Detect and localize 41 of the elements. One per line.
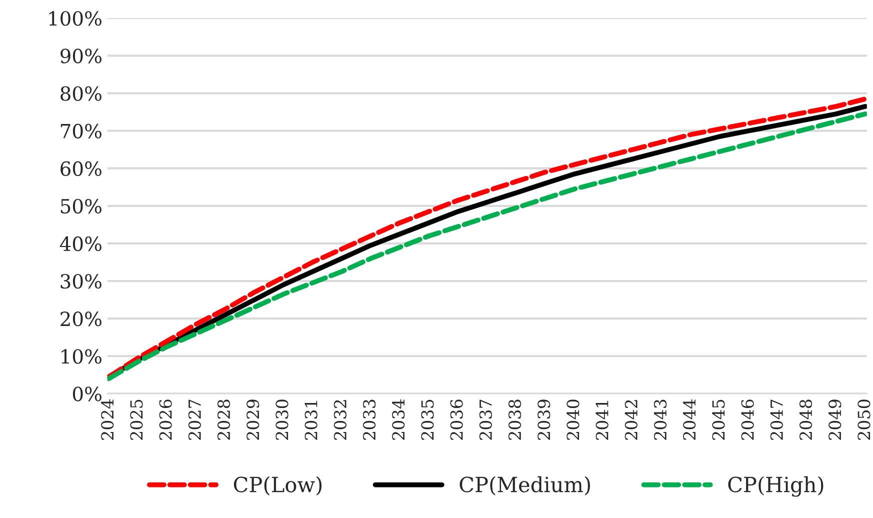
x-tick-label: 2047 [770,400,783,440]
y-tick-label: 90% [60,48,102,64]
x-tick-label: 2044 [683,399,696,440]
y-tick-label: 60% [60,161,102,176]
x-tick-label: 2034 [392,399,405,440]
x-tick-label: 2032 [334,400,346,440]
x-tick-label: 2043 [654,400,667,440]
x-tick-label: 2029 [246,400,260,440]
y-tick-label: 100% [49,11,102,26]
y-tick-label: 50% [60,198,102,214]
x-tick-label: 2038 [508,400,522,440]
x-tick-label: 2025 [130,400,143,440]
x-tick-label: 2035 [421,400,434,440]
y-tick-label: 20% [60,312,102,326]
x-tick-label: 2045 [712,400,725,440]
x-tick-label: 2028 [217,400,230,440]
x-tick-label: 2024 [101,399,114,440]
x-tick-label: 2037 [479,400,492,440]
x-tick-label: 2041 [596,400,608,440]
x-tick-label: 2036 [450,400,463,440]
y-tick-label: 80% [60,86,102,101]
legend-label: CP(Medium) [460,476,590,496]
x-tick-label: 2030 [276,400,288,440]
x-tick-label: 2049 [828,400,842,440]
x-tick-label: 2050 [858,400,870,440]
x-tick-label: 2046 [741,400,754,440]
x-tick-label: 2033 [362,400,376,440]
x-tick-label: 2026 [159,400,172,440]
x-tick-label: 2040 [566,400,580,440]
y-tick-label: 0% [72,386,102,402]
x-tick-label: 2031 [304,400,318,440]
legend-label: CP(High) [728,476,824,497]
y-tick-label: 40% [60,236,102,252]
x-tick-label: 2048 [799,400,812,440]
x-tick-label: 2042 [624,400,638,440]
y-tick-label: 10% [62,349,102,364]
x-tick-label: 2027 [188,400,201,440]
legend-label: CP(Low) [234,476,322,496]
y-tick-label: 70% [60,124,102,138]
x-tick-label: 2039 [538,400,550,440]
y-tick-label: 30% [60,274,102,289]
